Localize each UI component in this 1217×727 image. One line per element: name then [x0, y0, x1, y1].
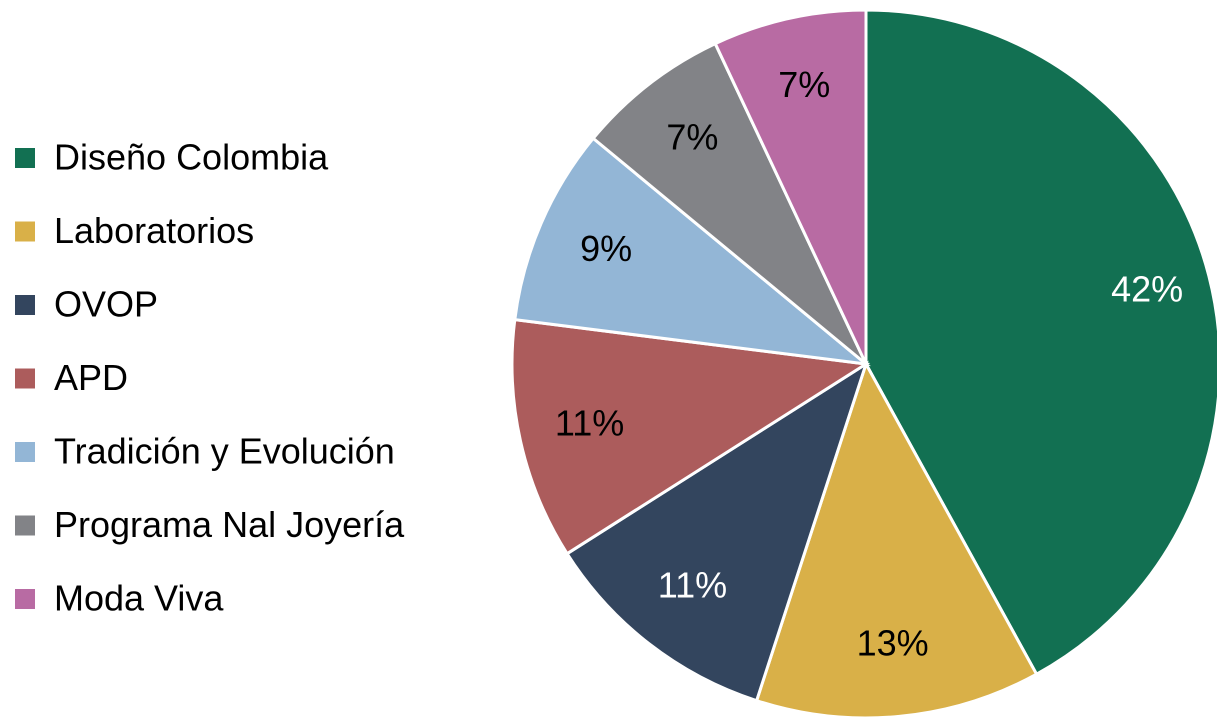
legend-swatch — [15, 295, 35, 315]
legend-label: Programa Nal Joyería — [54, 504, 405, 545]
data-label: 7% — [778, 64, 830, 105]
data-label: 7% — [666, 117, 718, 158]
legend-swatch — [15, 221, 35, 242]
legend-label: Diseño Colombia — [54, 137, 329, 178]
pie-slice — [513, 136, 871, 367]
legend-label: APD — [54, 357, 128, 398]
pie-slice — [591, 41, 868, 366]
data-label: 11% — [555, 402, 624, 443]
legend-swatch — [15, 442, 35, 462]
pie-slice — [713, 8, 868, 365]
pie-slice — [864, 8, 1217, 677]
pie-slice — [754, 360, 1039, 720]
pie-slice — [510, 317, 871, 556]
data-label: 42% — [1111, 268, 1183, 309]
data-label: 11% — [658, 564, 727, 605]
legend-label: OVOP — [54, 284, 158, 325]
pie-slice — [565, 360, 869, 703]
data-label: 13% — [857, 622, 929, 663]
legend-label: Laboratorios — [54, 210, 254, 251]
data-label: 9% — [580, 228, 632, 269]
legend-swatch — [15, 589, 35, 609]
legend-label: Moda Viva — [54, 578, 224, 619]
legend-label: Tradición y Evolución — [54, 431, 395, 472]
legend-swatch — [15, 368, 35, 389]
legend-swatch — [15, 148, 35, 168]
legend-swatch — [15, 515, 35, 536]
